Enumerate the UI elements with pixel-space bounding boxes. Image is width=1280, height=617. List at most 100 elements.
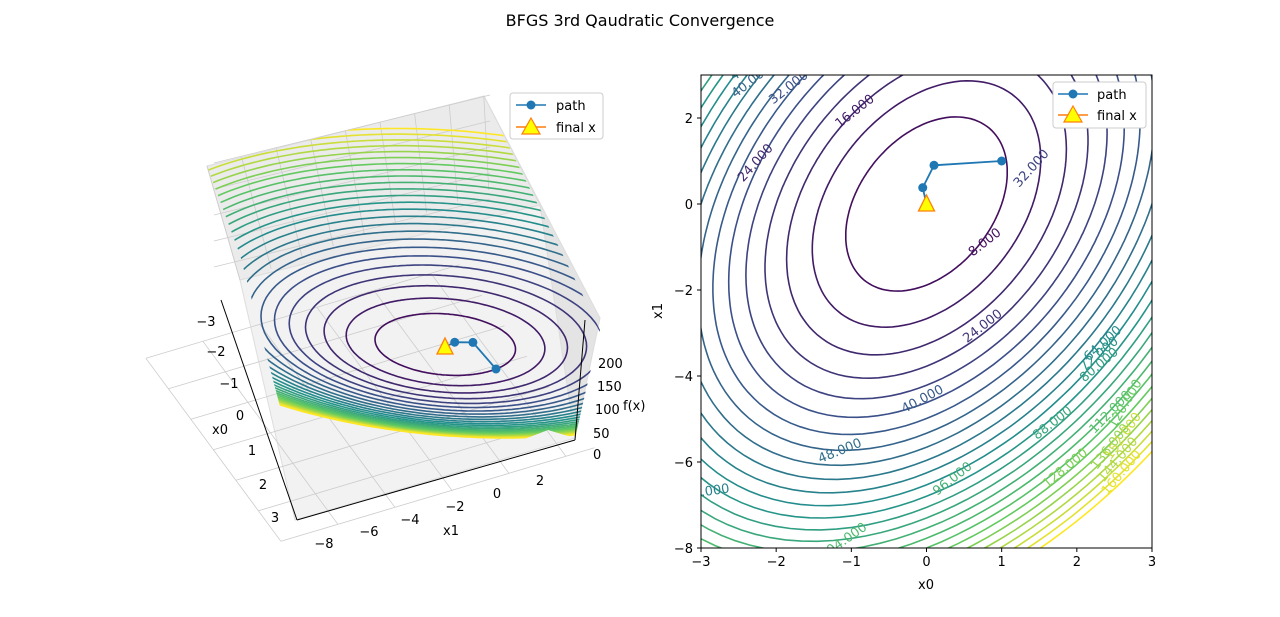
- axis-ticks: −3 −2 −1 0 1 2 3 −8 −6 −4 −2 0 2: [674, 112, 1156, 570]
- surface-contours-3d: [207, 127, 600, 439]
- surface-contour-17: [207, 169, 600, 434]
- x-tick-label-3d-3: 0: [236, 409, 244, 424]
- plot-area: [701, 75, 1152, 548]
- surface-contour-0: [374, 312, 517, 377]
- y-tick-label-1: −6: [674, 456, 693, 471]
- grid-z-0: [213, 94, 491, 164]
- path-point-0: [997, 156, 1007, 166]
- y-tick-label-3d-2: −4: [400, 513, 419, 528]
- figure-title: BFGS 3rd Qaudratic Convergence: [506, 11, 775, 30]
- contour-line-16: [701, 359, 1152, 548]
- surface-contour-6: [260, 246, 600, 412]
- contour-line-9: [701, 75, 1152, 481]
- x-axis-label-3d: x0: [212, 423, 228, 438]
- z-tick-label-3d-3: 150: [597, 380, 622, 395]
- contour-line-21: [998, 419, 1152, 548]
- path-point-3d-2: [450, 337, 460, 347]
- x-axis-line-3d: [220, 299, 298, 521]
- surface-contour-5: [273, 255, 600, 409]
- contour-line-5: [727, 75, 1126, 419]
- grid-y-3: [316, 307, 453, 491]
- legend-path-marker: [1068, 89, 1078, 99]
- y-axis-label: x1: [651, 303, 666, 319]
- contour-label-10: 56.000: [683, 482, 730, 503]
- x-tick-label-3: 0: [922, 555, 930, 570]
- contour-line-13: [701, 75, 1152, 531]
- x-tick-label-3d-0: −3: [196, 315, 215, 330]
- contour-lines: [701, 75, 1152, 548]
- grid-x-1: [168, 294, 483, 390]
- path-point-2: [918, 183, 928, 193]
- axes-3d: −3 −2 −1 0 1 2 3 −8 −6 −4 −2 0 2 0 50 100 150 200: [196, 299, 623, 552]
- x-tick-label-3d-5: 2: [259, 478, 267, 493]
- y-tick-label-0: −8: [674, 542, 693, 557]
- grid-y-4: [373, 290, 510, 474]
- surface-contour-16: [207, 175, 600, 433]
- z-tick-label-3d-0: 0: [593, 448, 601, 463]
- contour-line-0: [844, 116, 1009, 292]
- path-point-3d-0: [491, 364, 501, 374]
- contour-line-10: [701, 75, 1152, 494]
- contour-line-2: [785, 75, 1068, 356]
- y-axis-line-3d: [296, 439, 576, 521]
- surface-contour-19: [207, 156, 600, 436]
- surface-contour-13: [207, 194, 600, 428]
- legend-final-label-3d: final x: [556, 121, 596, 136]
- surface-contour-2: [323, 284, 569, 394]
- legend-final-label: final x: [1097, 109, 1137, 124]
- z-tick-label-3d-1: 50: [593, 427, 610, 442]
- grid-y-1: [202, 341, 339, 525]
- contour-line-18: [946, 385, 1152, 548]
- path-series: [917, 156, 1007, 212]
- contour-line-19: [965, 397, 1152, 548]
- x-tick-label-4: 1: [998, 555, 1006, 570]
- y-tick-label-3: −2: [674, 284, 693, 299]
- legend-final-marker: [1062, 104, 1084, 123]
- path-line-3d: [444, 341, 497, 370]
- contour-line-14: [701, 75, 1152, 543]
- grid-x-0: [145, 264, 460, 359]
- y-tick-label-3d-1: −6: [359, 525, 378, 540]
- x-tick-label-3d-2: −1: [219, 377, 238, 392]
- contour-line-6: [712, 75, 1141, 436]
- x-tick-label-3d-4: 1: [248, 444, 256, 459]
- contour-line-1: [811, 79, 1042, 329]
- contour-line-20: [982, 408, 1152, 548]
- surface-contour-20: [207, 150, 600, 437]
- surface-contour-7: [247, 238, 600, 415]
- final-point-3d: [435, 336, 455, 355]
- x-axis-label: x0: [918, 578, 934, 593]
- path-point-3d-1: [468, 337, 478, 347]
- y-tick-label-3d-3: −2: [445, 500, 464, 515]
- x-tick-label-0: −3: [691, 555, 710, 570]
- grid-y-0: [145, 358, 282, 542]
- surface-contour-3: [304, 274, 588, 400]
- surface-contour-18: [207, 162, 600, 435]
- x-tick-label-5: 2: [1073, 555, 1081, 570]
- x-tick-label-6: 3: [1148, 555, 1156, 570]
- final-point: [917, 193, 936, 212]
- grid-x-3: [213, 355, 528, 451]
- surface-contour-15: [207, 181, 600, 431]
- x-tick-label-1: −2: [767, 555, 786, 570]
- legend-path-label: path: [1097, 88, 1127, 103]
- x-tick-label-3d-1: −2: [206, 345, 225, 360]
- legend-3d: path final x: [509, 92, 604, 140]
- z-tick-label-3d-4: 200: [598, 357, 623, 372]
- surface-contour-10: [214, 215, 600, 423]
- legend-path-marker-3d: [526, 100, 536, 110]
- surface-contour-11: [207, 208, 600, 425]
- contour-line-12: [701, 75, 1152, 519]
- x-tick-label-3d-6: 3: [271, 511, 279, 526]
- contour-line-3: [764, 75, 1089, 380]
- y-tick-label-3d-0: −8: [314, 537, 333, 552]
- x-tick-label-2: −1: [842, 555, 861, 570]
- surface-contour-1: [345, 297, 546, 387]
- surface-contour-12: [207, 201, 600, 427]
- z-axis-line-3d: [574, 319, 586, 441]
- surface-contour-8: [235, 230, 600, 418]
- grid-lines-3d: [145, 94, 595, 542]
- legend: path final x: [1052, 81, 1147, 129]
- y-tick-label-3d-5: 2: [536, 474, 544, 489]
